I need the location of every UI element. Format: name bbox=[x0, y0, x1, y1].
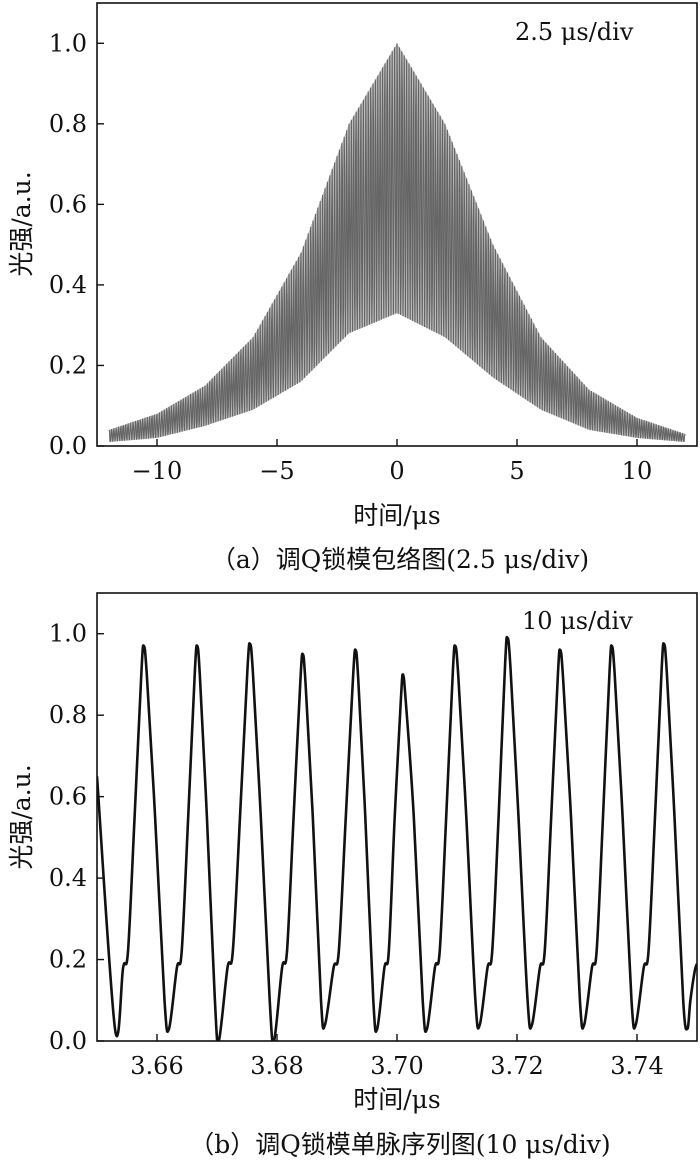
x-tick-label: 5 bbox=[509, 457, 524, 485]
x-tick-label: 3.72 bbox=[490, 1052, 543, 1080]
chart-b: 3.66 3.68 3.70 3.72 3.74 0.00.20.40.60.81.0 … bbox=[7, 592, 698, 1159]
y-axis-title-b: 光强/a.u. bbox=[7, 764, 36, 869]
trace-b bbox=[97, 635, 697, 1041]
annotation-b: 10 μs/div bbox=[522, 607, 633, 635]
y-tick-label: 0.2 bbox=[49, 351, 87, 379]
y-tick-label: 0.4 bbox=[49, 864, 87, 892]
x-ticks-a: −10 −5 0 5 10 bbox=[132, 439, 653, 485]
x-tick-label: 3.74 bbox=[610, 1052, 663, 1080]
y-tick-label: 0.0 bbox=[49, 1027, 87, 1055]
x-axis-title-a: 时间/μs bbox=[353, 501, 441, 530]
x-tick-label: 3.70 bbox=[370, 1052, 423, 1080]
annotation-a: 2.5 μs/div bbox=[515, 18, 634, 46]
series-line-a bbox=[108, 43, 686, 443]
x-tick-label: −5 bbox=[259, 457, 294, 485]
y-tick-label: 0.6 bbox=[49, 783, 87, 811]
y-tick-label: 0.4 bbox=[49, 271, 87, 299]
y-tick-label: 1.0 bbox=[49, 29, 87, 57]
chart-a: −10 −5 0 5 10 0.00.20.40.60.81.0 2.5 μs/div … bbox=[7, 2, 698, 574]
x-tick-label: 3.66 bbox=[130, 1052, 183, 1080]
caption-a: （a）调Q锁模包络图(2.5 μs/div) bbox=[211, 545, 589, 574]
y-ticks-a: 0.0 0.2 0.4 0.6 0.8 1.0 bbox=[49, 29, 104, 460]
y-tick-label: 0.0 bbox=[49, 432, 87, 460]
x-tick-label: 0 bbox=[389, 457, 404, 485]
x-axis-title-b: 时间/μs bbox=[353, 1085, 441, 1114]
y-tick-label: 1.0 bbox=[49, 620, 87, 648]
x-tick-label: 3.68 bbox=[250, 1052, 303, 1080]
caption-b: （b）调Q锁模单脉序列图(10 μs/div) bbox=[189, 1130, 610, 1159]
y-ticks-b: 0.0 0.2 0.4 0.6 0.8 1.0 bbox=[49, 620, 104, 1055]
y-tick-label: 0.8 bbox=[49, 110, 87, 138]
y-tick-label: 0.8 bbox=[49, 701, 87, 729]
y-axis-title-a: 光强/a.u. bbox=[7, 171, 36, 276]
series-line-b bbox=[97, 635, 697, 1041]
y-tick-label: 0.6 bbox=[49, 190, 87, 218]
x-tick-label: 10 bbox=[622, 457, 653, 485]
x-tick-label: −10 bbox=[132, 457, 183, 485]
y-tick-label: 0.2 bbox=[49, 946, 87, 974]
trace-a bbox=[108, 43, 686, 443]
x-ticks-b: 3.66 3.68 3.70 3.72 3.74 bbox=[130, 1034, 664, 1080]
